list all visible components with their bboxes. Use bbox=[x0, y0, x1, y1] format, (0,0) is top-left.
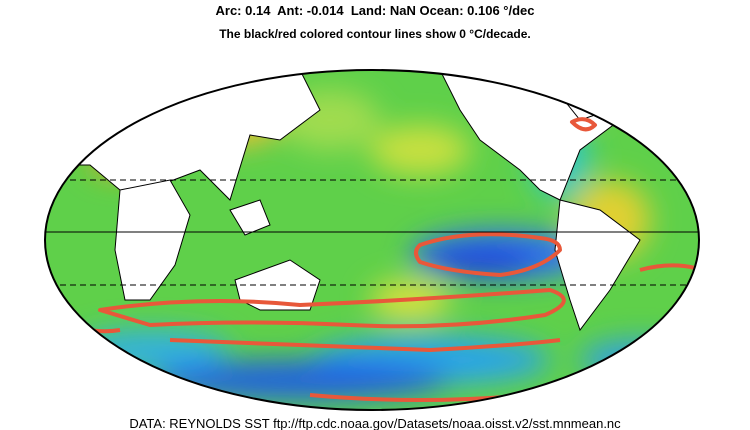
data-source: DATA: REYNOLDS SST ftp://ftp.cdc.noaa.go… bbox=[129, 416, 621, 430]
map-outline bbox=[44, 69, 700, 411]
stats: Arc: 0.14 Ant: -0.014 Land: NaN Ocean: 0… bbox=[215, 3, 535, 18]
note: The black/red colored contour lines show… bbox=[219, 27, 531, 41]
sst-field bbox=[45, 70, 699, 410]
